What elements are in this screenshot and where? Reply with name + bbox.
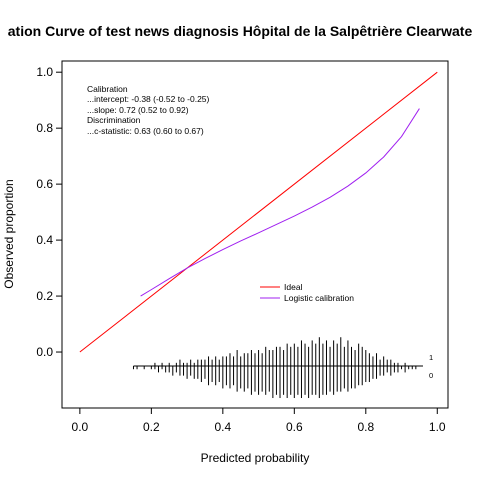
y-tick-label: 0.6 [36,177,53,191]
stats-line: Discrimination [87,115,141,125]
ideal-line [79,71,438,353]
non-events-label: 0 [429,371,433,380]
chart-title: ation Curve of test news diagnosis Hôpit… [8,23,473,39]
legend-label-ideal: Ideal [284,282,303,292]
x-tick-label: 0.8 [357,420,374,434]
plot-frame [61,60,449,409]
stats-line: ...slope: 0.72 (0.52 to 0.92) [87,105,189,115]
stats-line: ...intercept: -0.38 (-0.52 to -0.25) [87,94,210,104]
y-axis-label: Observed proportion [2,179,16,288]
events-label: 1 [429,353,433,362]
y-tick-label: 0.0 [36,345,53,359]
legend-label-logistic: Logistic calibration [284,293,354,303]
x-tick-label: 0.2 [143,420,160,434]
y-tick-label: 0.2 [36,289,53,303]
x-tick-label: 0.6 [286,420,303,434]
logistic-calibration-line [140,108,420,297]
series-layer [79,71,438,353]
x-axis: 0.0 0.2 0.4 0.6 0.8 1.0 [72,408,446,434]
x-axis-label: Predicted probability [201,451,310,465]
y-axis: 0.0 0.2 0.4 0.6 0.8 1.0 [36,65,62,359]
stats-box: Calibration ...intercept: -0.38 (-0.52 t… [87,84,210,136]
x-tick-label: 1.0 [429,420,446,434]
distribution-spikes [132,337,423,399]
stats-line: ...c-statistic: 0.63 (0.60 to 0.67) [87,126,204,136]
x-tick-label: 0.0 [72,420,89,434]
y-tick-label: 1.0 [36,65,53,79]
stats-line: Calibration [87,84,128,94]
y-tick-label: 0.4 [36,233,53,247]
legend: Ideal Logistic calibration [260,282,354,303]
x-tick-label: 0.4 [214,420,231,434]
y-tick-label: 0.8 [36,121,53,135]
